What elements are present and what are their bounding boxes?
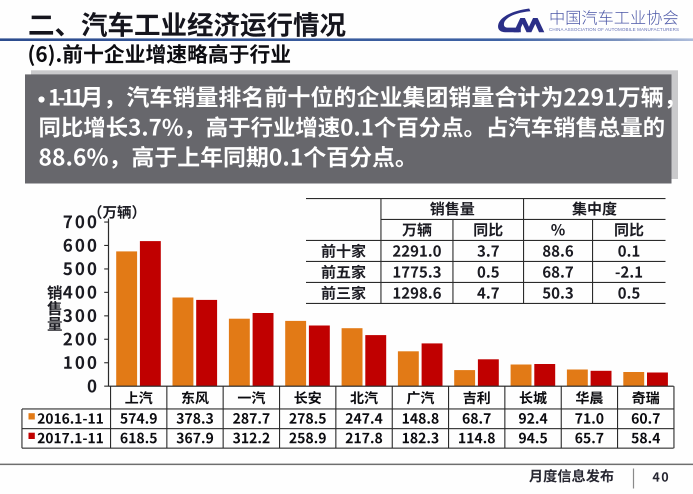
svg-text:CHINA ASSOCIATION OF AUTOMOBIL: CHINA ASSOCIATION OF AUTOMOBILE MANUFACT… [549,27,679,32]
